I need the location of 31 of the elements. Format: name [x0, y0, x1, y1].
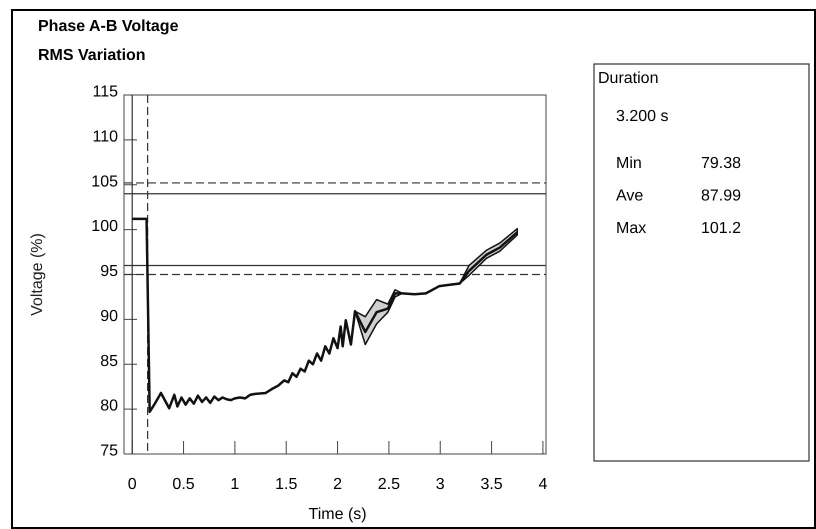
x-tick-label: 3 — [436, 476, 445, 493]
chart-subtitle: RMS Variation — [38, 47, 146, 64]
x-tick-label: 3.5 — [480, 476, 503, 493]
x-tick-label: 4 — [538, 476, 548, 493]
x-tick-label: 1.5 — [275, 476, 298, 493]
x-tick-label: 2.5 — [378, 476, 400, 493]
text: 79.38 — [701, 155, 742, 172]
x-axis-title: Time (s) — [308, 506, 367, 523]
text: 101.2 — [701, 220, 742, 237]
line-series — [130, 218, 518, 414]
y-axis-title: Voltage (%) — [29, 233, 46, 316]
x-tick-label: 0.5 — [172, 476, 195, 493]
text: Min — [616, 155, 642, 172]
y-tick-label: 105 — [91, 173, 118, 190]
y-tick-label: 115 — [92, 84, 118, 101]
text: Max — [616, 220, 646, 237]
x-tick-label: 2 — [333, 476, 342, 493]
text: 3.200 s — [616, 108, 668, 125]
text: Ave — [616, 188, 644, 204]
x-tick-label: 0 — [128, 476, 137, 493]
y-tick-label: 80 — [100, 398, 118, 415]
y-tick-label: 100 — [91, 218, 118, 236]
y-tick-label: 75 — [100, 442, 118, 460]
y-tick-label: 110 — [92, 128, 118, 146]
y-tick-label: 85 — [100, 352, 118, 370]
text: Duration — [598, 70, 658, 87]
y-tick-label: 90 — [100, 308, 118, 325]
chart-title: Phase A-B Voltage — [38, 18, 179, 35]
x-tick-label: 1 — [230, 476, 240, 493]
text: 87.99 — [701, 188, 742, 204]
y-tick-label: 95 — [100, 263, 118, 280]
